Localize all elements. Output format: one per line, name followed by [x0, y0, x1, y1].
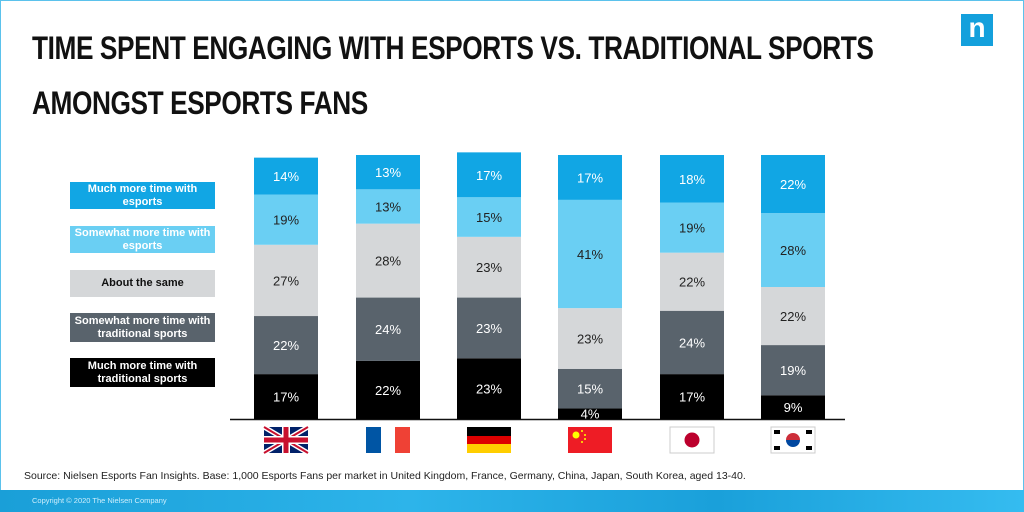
- flag-japan: [669, 426, 715, 454]
- bar-segment: [254, 194, 318, 245]
- bar-segment: [558, 408, 622, 419]
- data-label: 4%: [581, 407, 600, 422]
- data-label: 28%: [780, 243, 806, 258]
- bar-segment: [660, 310, 724, 375]
- data-label: 18%: [679, 172, 705, 187]
- bar-segment: [660, 202, 724, 253]
- flag-united-kingdom: [262, 424, 310, 456]
- bar-segment: [457, 197, 521, 237]
- data-label: 27%: [273, 273, 299, 288]
- data-label: 24%: [375, 322, 401, 337]
- bar-segment: [660, 155, 724, 203]
- bar-segment: [457, 152, 521, 198]
- data-label: 22%: [375, 383, 401, 398]
- data-label: 17%: [476, 168, 502, 183]
- data-label: 19%: [679, 221, 705, 236]
- bar-segment: [761, 395, 825, 419]
- chart-title-line-1: TIME SPENT ENGAGING WITH ESPORTS VS. TRA…: [32, 30, 874, 66]
- flag-south-korea: [770, 426, 816, 454]
- chart-title-line-2: AMONGST ESPORTS FANS: [32, 85, 368, 121]
- data-label: 17%: [273, 390, 299, 405]
- bar-segment: [761, 155, 825, 214]
- data-label: 14%: [273, 169, 299, 184]
- bar-segment: [457, 236, 521, 298]
- bar-segment: [761, 213, 825, 287]
- data-label: 15%: [476, 210, 502, 225]
- data-label: 22%: [780, 177, 806, 192]
- data-label: 22%: [273, 338, 299, 353]
- legend-somewhat-trad: Somewhat more time with traditional spor…: [70, 313, 215, 342]
- bar-segment: [558, 199, 622, 309]
- footer-band: [0, 490, 1024, 512]
- bar-segment: [660, 374, 724, 419]
- data-label: 22%: [679, 275, 705, 290]
- bar-segment: [660, 252, 724, 311]
- data-label: 17%: [577, 170, 603, 185]
- bar-segment: [356, 155, 420, 190]
- nielsen-logo: n: [961, 14, 993, 46]
- bar-segment: [457, 297, 521, 359]
- data-label: 23%: [577, 331, 603, 346]
- data-label: 19%: [780, 363, 806, 378]
- data-label: 23%: [476, 382, 502, 397]
- legend-same: About the same: [70, 270, 215, 297]
- data-label: 19%: [273, 213, 299, 228]
- bar-segment: [761, 345, 825, 396]
- bar-segment: [254, 157, 318, 195]
- stacked-bar-chart: 17% 22% 27% 19% 14% 22% 24% 28% 13% 13% 23% 23% 23% 1…: [230, 152, 845, 456]
- bar-segment: [558, 308, 622, 369]
- data-label: 28%: [375, 254, 401, 269]
- data-label: 23%: [476, 321, 502, 336]
- flag-china: [568, 427, 612, 453]
- data-label: 13%: [375, 165, 401, 180]
- data-label: 24%: [679, 335, 705, 350]
- bar-segment: [356, 189, 420, 224]
- bar-segment: [254, 244, 318, 317]
- flag-germany: [467, 427, 511, 453]
- data-label: 15%: [577, 382, 603, 397]
- copyright: Copyright © 2020 The Nielsen Company: [32, 496, 167, 505]
- data-label: 9%: [784, 400, 803, 415]
- data-label: 23%: [476, 260, 502, 275]
- data-label: 41%: [577, 247, 603, 262]
- bar-segment: [356, 297, 420, 361]
- bar-segment: [356, 223, 420, 298]
- bar-segment: [356, 360, 420, 419]
- data-label: 22%: [780, 309, 806, 324]
- bar-segment: [254, 374, 318, 419]
- data-label: 17%: [679, 390, 705, 405]
- flag-france: [366, 427, 410, 453]
- bar-segment: [254, 316, 318, 375]
- legend-much-esports: Much more time with esports: [70, 182, 215, 209]
- source-note: Source: Nielsen Esports Fan Insights. Ba…: [24, 470, 746, 482]
- legend-much-trad: Much more time with traditional sports: [70, 358, 215, 387]
- bar-segment: [558, 155, 622, 200]
- bar-segment: [558, 368, 622, 409]
- data-label: 13%: [375, 199, 401, 214]
- bar-segment: [761, 287, 825, 346]
- legend-somewhat-esports: Somewhat more time with esports: [70, 226, 215, 253]
- bar-segment: [457, 358, 521, 419]
